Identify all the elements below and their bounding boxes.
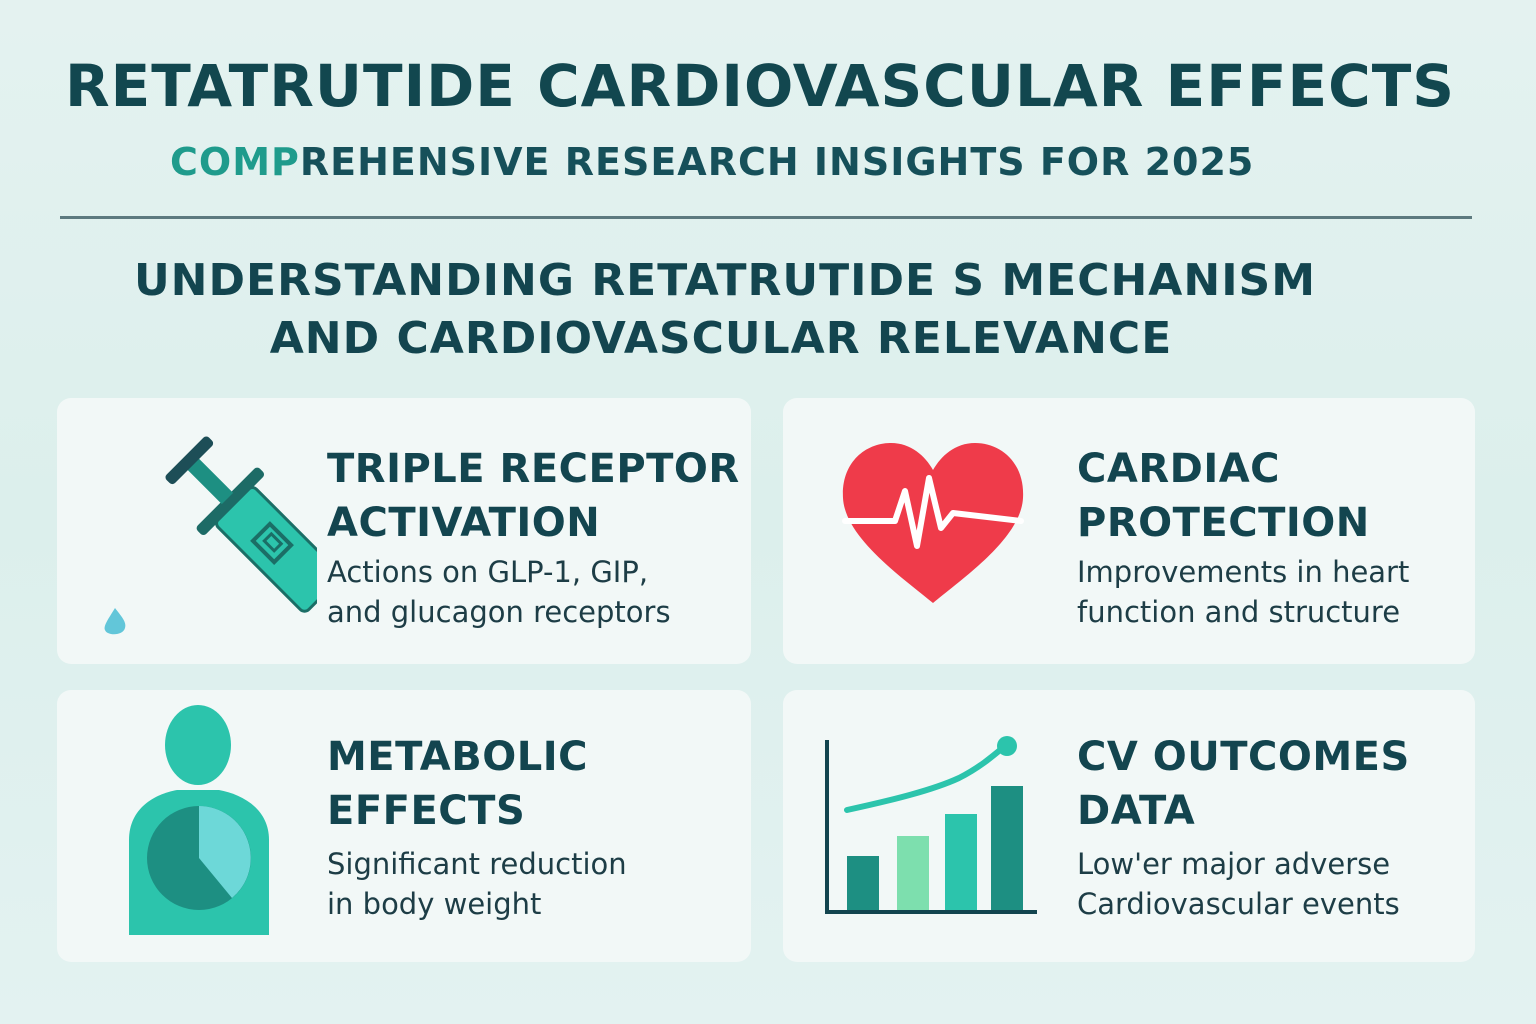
card-title-line-1: CARDIAC: [1077, 446, 1281, 492]
card-desc-line-1: Improvements in heart: [1077, 555, 1410, 589]
card-description: Low'er major adverse Cardiovascular even…: [1077, 844, 1400, 924]
card-desc-line-2: Cardiovascular events: [1077, 887, 1400, 921]
card-desc-line-1: Significant reduction: [327, 847, 627, 881]
card-title: TRIPLE RECEPTOR ACTIVATION: [327, 442, 740, 550]
card-title-line-2: ACTIVATION: [327, 500, 601, 546]
body-chart-icon: [129, 705, 269, 935]
card-triple-receptor: TRIPLE RECEPTOR ACTIVATION Actions on GL…: [57, 398, 751, 664]
card-title-line-2: EFFECTS: [327, 788, 526, 834]
card-metabolic-effects: METABOLIC EFFECTS Significant reduction …: [57, 690, 751, 962]
card-title-line-1: TRIPLE RECEPTOR: [327, 446, 740, 492]
card-title: METABOLIC EFFECTS: [327, 730, 588, 838]
card-desc-line-2: function and structure: [1077, 595, 1401, 629]
card-desc-line-2: and glucagon receptors: [327, 595, 671, 629]
card-description: Actions on GLP-1, GIP, and glucagon rece…: [327, 552, 671, 632]
page-title: RETATRUTIDE CARDIOVASCULAR EFFECTS: [64, 52, 1456, 120]
section-heading-line-2: AND CARDIOVASCULAR RELEVANCE: [269, 313, 1173, 364]
heart-pulse-icon: [842, 443, 1024, 603]
trend-endpoint: [997, 736, 1017, 756]
page-subtitle: COMPREHENSIVE RESEARCH INSIGHTS FOR 2025: [170, 136, 1370, 188]
bar-3: [945, 814, 977, 910]
card-description: Significant reduction in body weight: [327, 844, 627, 924]
card-cardiac-protection: CARDIAC PROTECTION Improvements in heart…: [783, 398, 1475, 664]
card-title: CARDIAC PROTECTION: [1077, 442, 1370, 550]
bar-2: [897, 836, 929, 910]
card-title-line-1: METABOLIC: [327, 734, 588, 780]
card-description: Improvements in heart function and struc…: [1077, 552, 1409, 632]
card-desc-line-1: Actions on GLP-1, GIP,: [327, 555, 649, 589]
subtitle-accent: COMP: [170, 140, 300, 184]
section-heading-line-1: UNDERSTANDING RETATRUTIDE S MECHANISM: [133, 255, 1317, 306]
syringe-icon: [104, 436, 317, 635]
card-cv-outcomes: CV OUTCOMES DATA Low'er major adverse Ca…: [783, 690, 1475, 962]
card-title-line-2: PROTECTION: [1077, 500, 1370, 546]
bar-chart-icon: [825, 736, 1037, 914]
subtitle-rest: REHENSIVE RESEARCH INSIGHTS FOR 2025: [299, 140, 1255, 184]
bar-1: [847, 856, 879, 910]
header-divider: [60, 216, 1472, 219]
bar-4: [991, 786, 1023, 910]
card-title-line-1: CV OUTCOMES: [1077, 734, 1410, 780]
card-title: CV OUTCOMES DATA: [1077, 730, 1410, 838]
card-desc-line-1: Low'er major adverse: [1077, 847, 1391, 881]
card-title-line-2: DATA: [1077, 788, 1196, 834]
section-heading: UNDERSTANDING RETATRUTIDE S MECHANISM AN…: [0, 252, 1450, 368]
card-desc-line-2: in body weight: [327, 887, 542, 921]
